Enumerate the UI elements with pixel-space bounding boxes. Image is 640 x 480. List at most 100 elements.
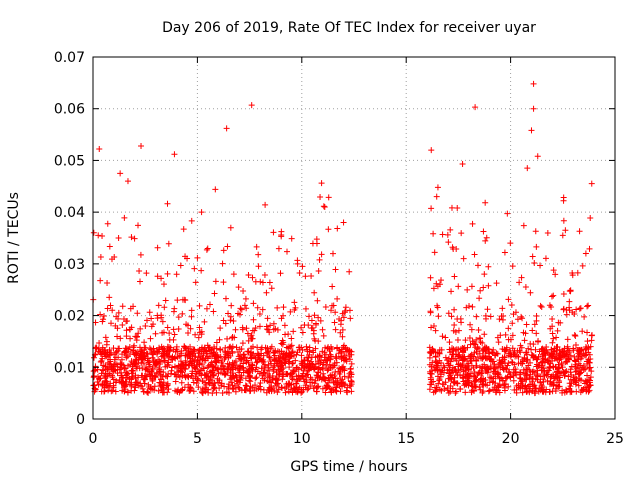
data-point [313,236,320,243]
data-point [532,375,539,382]
data-point [527,359,534,366]
data-point [564,336,571,343]
data-point [274,389,281,396]
data-point [457,363,464,370]
data-point [575,382,582,389]
data-point [227,224,234,231]
data-point [549,323,556,330]
data-point [462,337,469,344]
data-point [426,354,433,361]
data-point [194,254,201,261]
data-point [537,302,544,309]
data-point [110,376,117,383]
data-point [547,374,554,381]
data-point [314,353,321,360]
data-point [143,270,150,277]
data-point [309,379,316,386]
data-point [564,352,571,359]
data-point [486,387,493,394]
data-point [151,383,158,390]
data-point [521,337,528,344]
y-tick-label: 0 [76,412,85,428]
data-point [212,278,219,285]
data-point [258,365,265,372]
data-point [344,384,351,391]
data-point [457,385,464,392]
data-point [222,295,229,302]
data-point [289,348,296,355]
data-point [187,325,194,332]
data-point [518,274,525,281]
data-point [102,349,109,356]
data-point [531,260,538,267]
data-point [339,376,346,383]
data-point [567,287,574,294]
data-point [454,346,461,353]
data-point [525,345,532,352]
data-point [247,355,254,362]
data-point [336,346,343,353]
data-point [486,374,493,381]
data-point [276,371,283,378]
data-point [150,321,157,328]
data-point [560,306,567,313]
data-point [435,380,442,387]
data-point [244,348,251,355]
data-point [164,373,171,380]
data-point [281,322,288,329]
data-point [289,360,296,367]
data-point [569,272,576,279]
data-point [540,376,547,383]
data-point [303,343,310,350]
data-point [154,312,161,319]
data-point [173,271,180,278]
data-point [137,325,144,332]
data-point [103,378,110,385]
data-point [227,317,234,324]
data-point [559,232,566,239]
grid-lines [93,57,615,419]
data-point [524,165,531,172]
data-point [549,339,556,346]
data-point [458,230,465,237]
data-point [523,321,530,328]
data-point [255,263,262,270]
data-point [533,317,540,324]
data-point [537,262,544,269]
data-point [124,389,131,396]
data-point [195,347,202,354]
data-point [124,374,131,381]
data-point [264,315,271,322]
data-point [567,366,574,373]
data-point [253,374,260,381]
data-point [189,370,196,377]
data-point [572,342,579,349]
y-tick-label: 0.01 [54,360,85,376]
data-point [115,234,122,241]
data-point [499,316,506,323]
data-point [586,245,593,252]
data-point [580,362,587,369]
data-point [242,295,249,302]
data-point [576,305,583,312]
data-point [164,346,171,353]
data-point [187,343,194,350]
data-point [222,320,229,327]
data-point [294,389,301,396]
data-point [136,267,143,274]
data-point [519,315,526,322]
data-point [574,365,581,372]
data-point [582,250,589,257]
data-point [550,292,557,299]
data-point [140,376,147,383]
data-point [473,313,480,320]
data-point [203,246,210,253]
data-point [130,347,137,354]
data-point [505,296,512,303]
data-point [275,245,282,252]
data-point [464,377,471,384]
data-point [119,303,126,310]
data-point [315,267,322,274]
data-point [434,184,441,191]
data-point [521,355,528,362]
